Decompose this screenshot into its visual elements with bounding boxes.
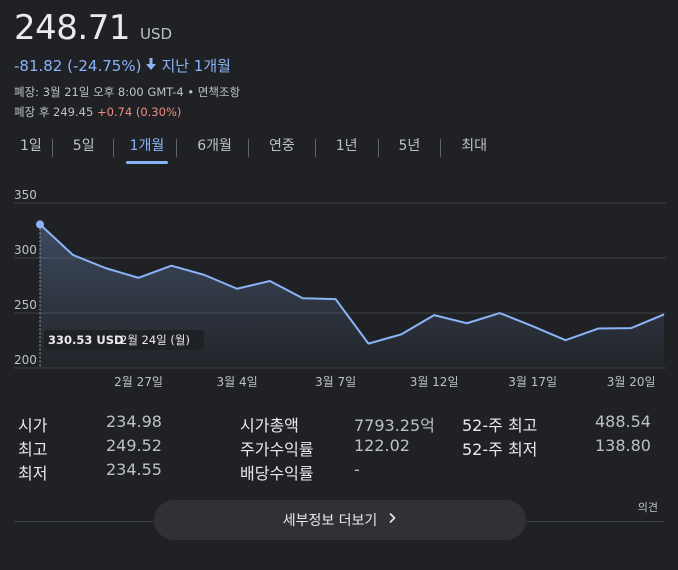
stat-pe-value: 122.02 [354,436,410,455]
stat-div-label: 배당수익률 [240,464,314,483]
y-tick-label: 200 [14,353,37,367]
hover-point [36,220,44,229]
x-tick-label: 3월 12일 [410,375,459,389]
stat-high-value: 249.52 [106,436,162,455]
tab-1m[interactable]: 1개월 [125,136,169,164]
stat-52w-high-value: 488.54 [595,412,651,431]
tab-divider [176,139,178,157]
price-change-row: -81.82 (-24.75%) 지난 1개월 [14,55,231,76]
range-tabs: 1일 5일 1개월 6개월 연중 1년 5년 최대 [0,136,497,164]
chevron-right-icon [387,512,397,528]
tooltip-box [44,330,204,350]
current-price: 248.71 [14,8,130,48]
market-status: 폐장: 3월 21일 오후 8:00 GMT-4 • 면책조항 [14,85,241,99]
quote-header: 248.71 USD [14,8,172,48]
x-tick-label: 3월 17일 [508,375,557,389]
tab-divider [112,139,114,157]
y-tick-label: 250 [14,298,37,312]
after-hours-change: +0.74 (0.30%) [96,105,182,119]
stat-52w-low-label: 52-주 최저 [462,440,538,459]
stat-52w-low-value: 138.80 [595,436,651,455]
stat-mktcap-value: 7793.25억 [354,416,435,435]
tab-divider [440,139,442,157]
after-hours-row: 폐장 후 249.45 +0.74 (0.30%) [14,104,181,120]
stat-mktcap-label: 시가총액 [240,416,299,435]
x-tick-label: 3월 4일 [216,375,257,389]
down-arrow-icon [145,57,157,75]
tab-5y[interactable]: 5년 [398,138,421,154]
stat-pe-label: 주가수익률 [240,440,314,459]
tab-ytd[interactable]: 연중 [268,138,295,154]
stat-low-value: 234.55 [106,460,162,479]
price-line [39,223,665,345]
more-details-button[interactable]: 세부정보 더보기 [154,500,526,540]
tab-6m[interactable]: 6개월 [197,138,232,154]
tab-divider [51,139,53,157]
tab-1d[interactable]: 1일 [20,138,42,154]
stat-open-value: 234.98 [106,412,162,431]
price-change: -81.82 (-24.75%) [14,56,142,75]
tab-divider [314,139,316,157]
feedback-link[interactable]: 의견 [637,501,658,514]
change-period: 지난 1개월 [161,57,231,75]
y-tick-label: 350 [14,188,37,202]
stat-div-value: - [354,460,360,479]
stat-open-label: 시가 [18,416,48,435]
more-details-label: 세부정보 더보기 [282,513,378,529]
x-tick-label: 3월 20일 [607,375,656,389]
tab-5d[interactable]: 5일 [72,138,95,154]
stat-52w-high-label: 52-주 최고 [462,416,538,435]
currency-label: USD [139,25,173,43]
stat-low-label: 최저 [18,464,48,483]
tooltip-value: 330.53 USD [48,333,124,347]
tab-divider [247,139,249,157]
price-chart[interactable]: 350 300 250 200 2월 27일 3월 4일 3월 7일 3월 12일 3월 17일… [0,185,678,400]
tooltip-date: 2월 24일 (월) [120,333,190,347]
stat-high-label: 최고 [18,440,48,459]
x-tick-label: 2월 27일 [114,375,163,389]
tab-1y[interactable]: 1년 [335,138,358,154]
y-tick-label: 300 [14,243,37,257]
tab-max[interactable]: 최대 [461,138,488,154]
tab-divider [377,139,379,157]
x-tick-label: 3월 7일 [315,375,356,389]
after-hours-price: 폐장 후 249.45 [14,105,94,119]
